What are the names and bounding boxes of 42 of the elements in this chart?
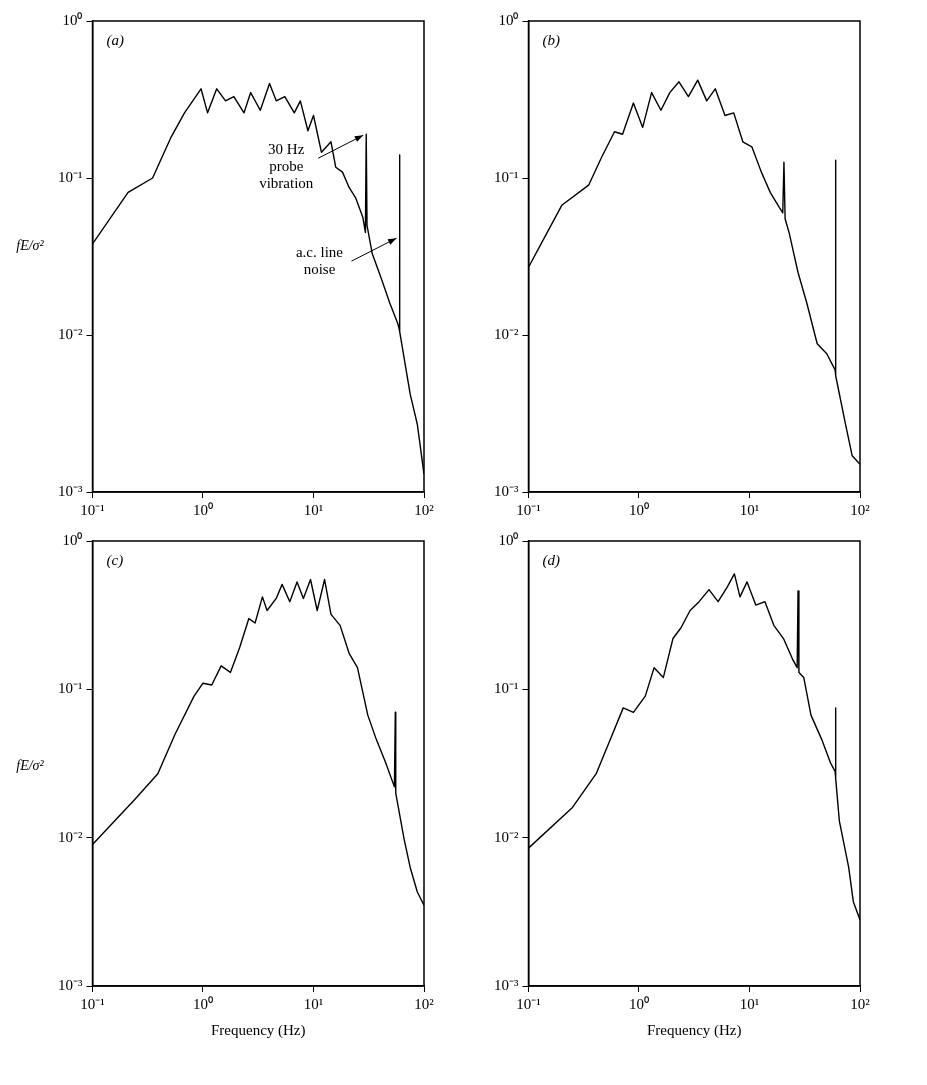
x-tick-label: 10⁻¹: [80, 501, 105, 518]
x-tick-label: 10¹: [303, 501, 324, 518]
y-tick-label: 10⁻²: [58, 325, 83, 342]
y-tick-label: 10⁰: [498, 11, 519, 28]
x-tick-label: 10⁰: [629, 995, 649, 1012]
x-tick-label: 10⁻¹: [516, 995, 541, 1012]
annotation: 30 Hz probe vibration: [259, 141, 314, 192]
x-tick-label: 10⁰: [193, 995, 213, 1012]
text: (b): [542, 32, 560, 49]
annotation: a.c. line noise: [295, 244, 344, 278]
y-tick-label: 10⁻¹: [494, 680, 519, 697]
x-axis-title: Frequency (Hz): [210, 1021, 306, 1039]
y-tick-label: 10⁻³: [58, 482, 83, 499]
y-tick-label: 10⁻¹: [58, 680, 83, 697]
x-tick-label: 10¹: [303, 995, 324, 1012]
text: (a): [106, 32, 124, 49]
y-tick-label: 10⁰: [62, 11, 83, 28]
y-tick-label: 10⁻¹: [494, 168, 519, 185]
y-axis-title: fE/σ²: [16, 238, 44, 253]
y-tick-label: 10⁰: [498, 531, 519, 548]
y-tick-label: 10⁻²: [494, 828, 519, 845]
y-tick-label: 10⁻³: [494, 482, 519, 499]
x-tick-label: 10⁰: [629, 501, 649, 518]
y-tick-label: 10⁻²: [58, 828, 83, 845]
x-tick-label: 10¹: [739, 995, 760, 1012]
x-tick-label: 10²: [850, 501, 871, 518]
x-tick-label: 10²: [414, 501, 435, 518]
y-tick-label: 10⁰: [62, 531, 83, 548]
text: (d): [542, 552, 560, 569]
x-tick-label: 10⁻¹: [516, 501, 541, 518]
y-tick-label: 10⁻²: [494, 325, 519, 342]
x-tick-label: 10²: [850, 995, 871, 1012]
y-tick-label: 10⁻¹: [58, 168, 83, 185]
y-tick-label: 10⁻³: [58, 976, 83, 993]
x-axis-title: Frequency (Hz): [646, 1021, 742, 1039]
x-tick-label: 10¹: [739, 501, 760, 518]
x-tick-label: 10⁻¹: [80, 995, 105, 1012]
x-tick-label: 10⁰: [193, 501, 213, 518]
y-tick-label: 10⁻³: [494, 976, 519, 993]
x-tick-label: 10²: [414, 995, 435, 1012]
y-axis-title: fE/σ²: [16, 758, 44, 773]
text: (c): [106, 552, 124, 569]
